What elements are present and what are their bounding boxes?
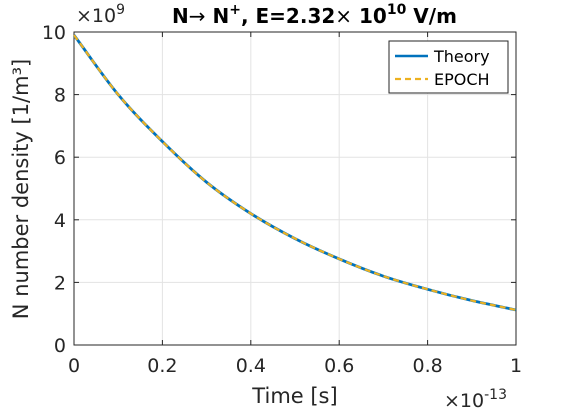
legend-box xyxy=(388,40,509,94)
y-tick-label: 10 xyxy=(42,22,66,44)
x-tick-label: 0.6 xyxy=(324,355,354,377)
y-axis-label: N number density [1/m³] xyxy=(9,59,33,319)
y-tick-label: 0 xyxy=(54,335,66,357)
x-axis-label: Time [s] xyxy=(251,384,337,408)
x-tick-label: 0.2 xyxy=(147,355,177,377)
y-axis-multiplier: ×109 xyxy=(76,2,125,27)
y-tick-label: 6 xyxy=(54,147,66,169)
x-tick-label: 0 xyxy=(68,355,80,377)
x-axis-multiplier: ×10-13 xyxy=(444,387,507,412)
y-tick-label: 8 xyxy=(54,85,66,107)
series-line-epoch xyxy=(73,34,517,312)
legend: Theory EPOCH xyxy=(388,40,509,94)
x-tick-label: 0.8 xyxy=(412,355,442,377)
tick-marks xyxy=(73,31,517,346)
y-tick-label: 2 xyxy=(54,272,66,294)
plot-area-frame xyxy=(73,31,517,346)
legend-entry-theory: Theory xyxy=(433,47,490,66)
y-tick-label: 4 xyxy=(54,210,66,232)
x-tick-label: 0.4 xyxy=(236,355,266,377)
x-tick-label: 1 xyxy=(510,355,522,377)
legend-entry-epoch: EPOCH xyxy=(434,70,490,89)
series-lines xyxy=(72,34,517,312)
chart-title: N→ N+, E=2.32× 1010 V/m xyxy=(172,2,457,28)
